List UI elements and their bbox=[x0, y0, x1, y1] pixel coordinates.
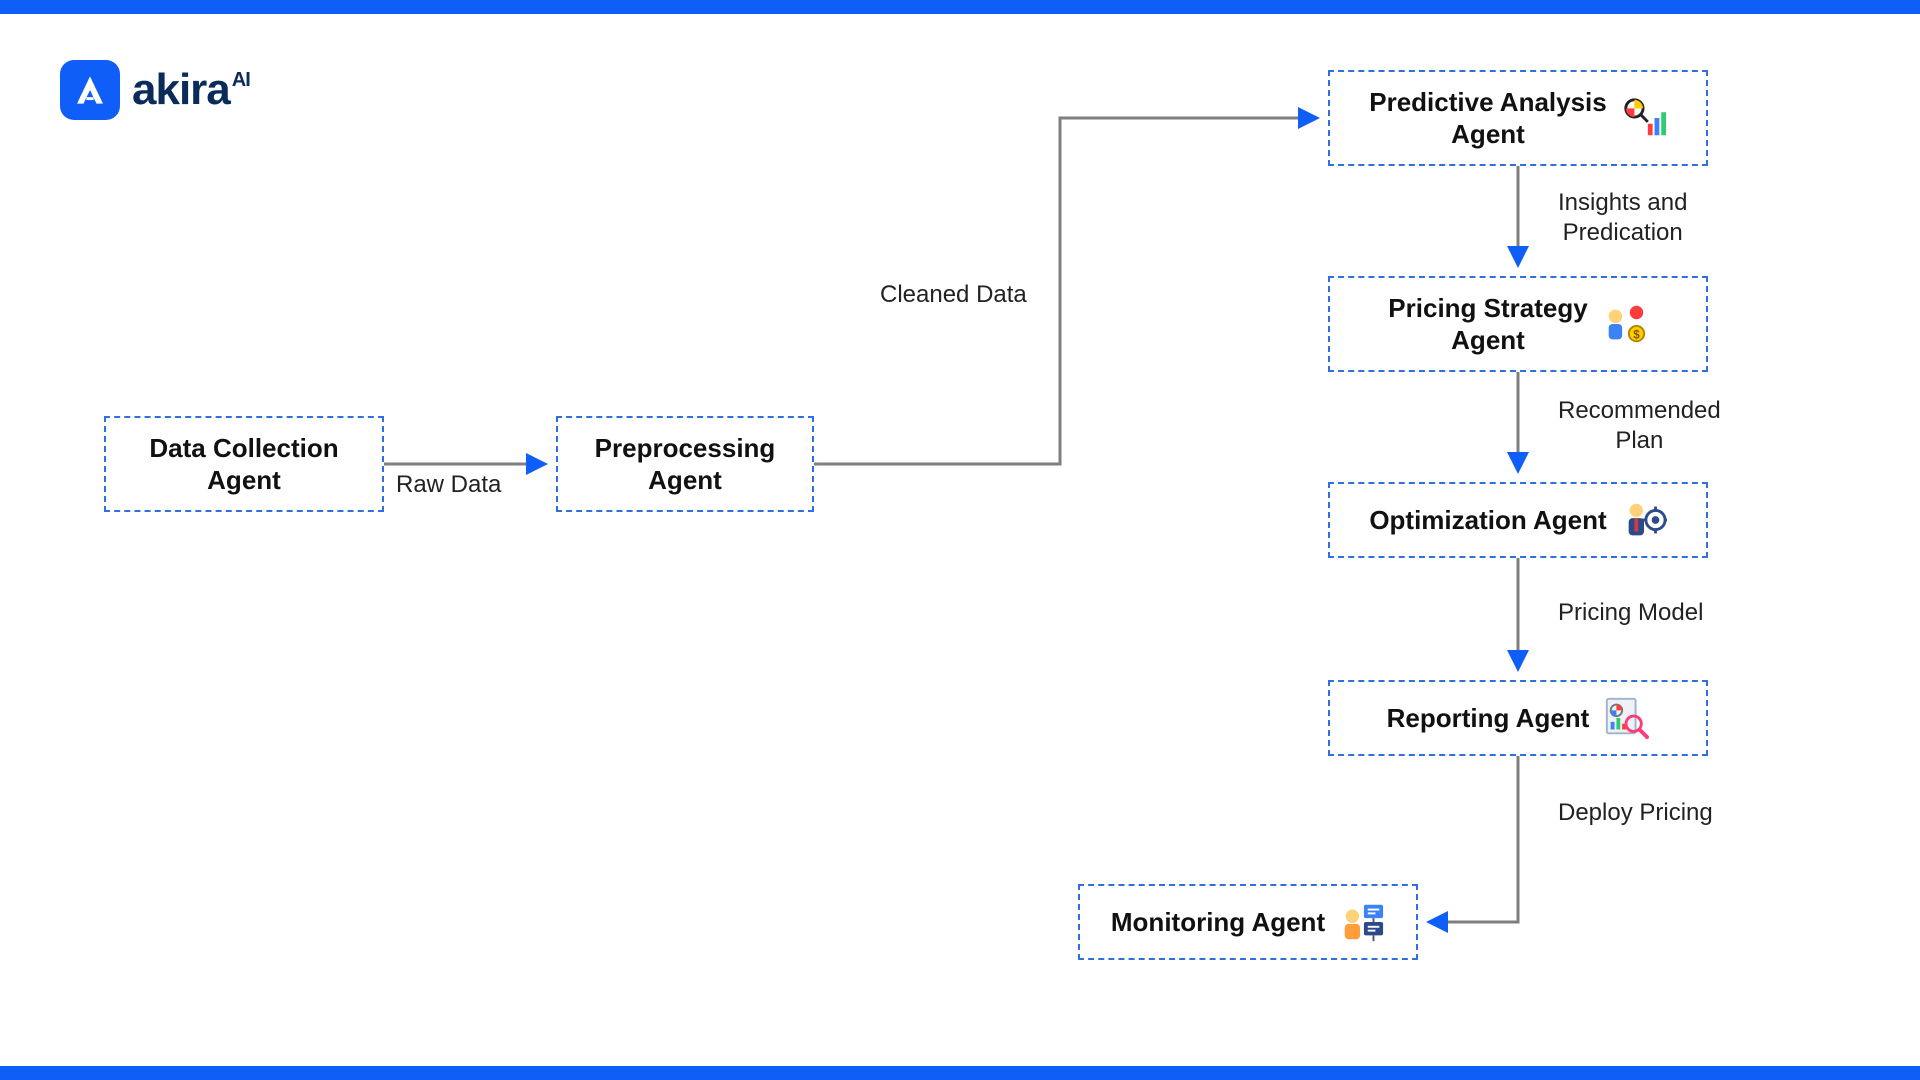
brand-logo: akiraAI bbox=[60, 60, 248, 120]
edge-label-deploy-pricing: Deploy Pricing bbox=[1558, 798, 1713, 828]
edge-label-insights: Insights andPredication bbox=[1558, 188, 1687, 248]
edge-label-pricing-model: Pricing Model bbox=[1558, 598, 1703, 628]
edge-label-cleaned-data: Cleaned Data bbox=[880, 280, 1027, 310]
brand-name-text: akira bbox=[132, 65, 230, 114]
top-accent-bar bbox=[0, 0, 1920, 14]
strategy-icon: $ bbox=[1602, 301, 1648, 347]
node-label: Data CollectionAgent bbox=[149, 432, 338, 497]
node-monitoring-agent: Monitoring Agent bbox=[1078, 884, 1418, 960]
edge-label-recommended-plan: RecommendedPlan bbox=[1558, 396, 1721, 456]
svg-text:$: $ bbox=[1633, 329, 1640, 341]
bottom-accent-bar bbox=[0, 1066, 1920, 1080]
node-label: Reporting Agent bbox=[1387, 702, 1590, 735]
optimize-icon bbox=[1621, 497, 1667, 543]
brand-sup: AI bbox=[232, 69, 250, 91]
node-pricing-strategy-agent: Pricing StrategyAgent $ bbox=[1328, 276, 1708, 372]
node-label: Predictive AnalysisAgent bbox=[1369, 86, 1607, 151]
brand-badge-icon bbox=[60, 60, 120, 120]
node-label: Pricing StrategyAgent bbox=[1388, 292, 1587, 357]
node-label: PreprocessingAgent bbox=[595, 432, 776, 497]
brand-name: akiraAI bbox=[132, 65, 248, 115]
node-label: Optimization Agent bbox=[1369, 504, 1606, 537]
node-preprocessing-agent: PreprocessingAgent bbox=[556, 416, 814, 512]
monitor-icon bbox=[1339, 899, 1385, 945]
node-optimization-agent: Optimization Agent bbox=[1328, 482, 1708, 558]
node-data-collection-agent: Data CollectionAgent bbox=[104, 416, 384, 512]
edge-label-raw-data: Raw Data bbox=[396, 470, 501, 500]
report-icon bbox=[1603, 695, 1649, 741]
analysis-icon bbox=[1621, 95, 1667, 141]
node-label: Monitoring Agent bbox=[1111, 906, 1325, 939]
node-predictive-analysis-agent: Predictive AnalysisAgent bbox=[1328, 70, 1708, 166]
node-reporting-agent: Reporting Agent bbox=[1328, 680, 1708, 756]
